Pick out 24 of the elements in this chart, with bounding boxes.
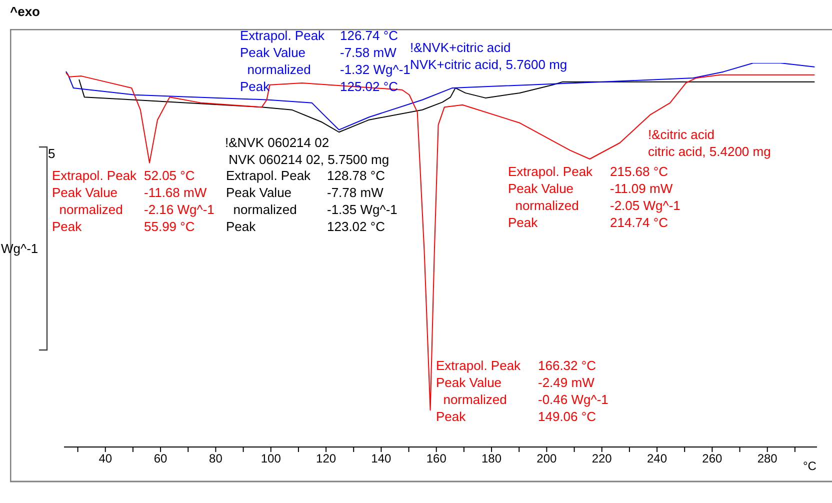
x-tick-label: 240 — [647, 452, 668, 466]
y-axis-title: ^exo — [10, 4, 40, 19]
text: Extrapol. Peak 166.32 °C Peak Value -2.49 mW normalized -0.46 Wg^-1 Peak 149.06 °C — [436, 358, 608, 424]
x-tick-label: 160 — [426, 452, 447, 466]
x-axis-title: °C — [803, 459, 816, 473]
x-tick-label: 120 — [316, 452, 336, 466]
x-tick-label: 260 — [702, 452, 723, 466]
x-tick-label: 40 — [98, 452, 112, 466]
text: 5 — [48, 146, 56, 161]
annotation: !&NVK 060214 02 NVK 060214 02, 5.7500 mg — [225, 135, 390, 167]
text: Wg^-1 — [1, 241, 38, 256]
x-tick-label: 80 — [209, 452, 223, 466]
text: Extrapol. Peak 128.78 °C Peak Value -7.78 mW normalized -1.35 Wg^-1 Peak 123.02 °C — [226, 168, 398, 234]
x-tick-label: 60 — [154, 452, 168, 466]
x-tick-label: 140 — [371, 452, 392, 466]
x-tick-label: 100 — [260, 452, 282, 466]
x-tick-label: 200 — [536, 452, 558, 466]
x-tick-label: 180 — [482, 452, 502, 466]
text: Extrapol. Peak 52.05 °C Peak Value -11.68 mW normalized -2.16 Wg^-1 Peak 55.99 °C — [52, 168, 214, 234]
annotation: !&NVK+citric acid NVK+citric acid, 5.7600 mg — [410, 40, 568, 72]
annotation: !&citric acid citric acid, 5.4200 mg — [648, 127, 771, 159]
x-tick-label: 280 — [757, 452, 778, 466]
text: Extrapol. Peak 215.68 °C Peak Value -11.09 mW normalized -2.05 Wg^-1 Peak 214.74 °C — [508, 164, 680, 230]
x-tick-label: 220 — [592, 452, 612, 466]
